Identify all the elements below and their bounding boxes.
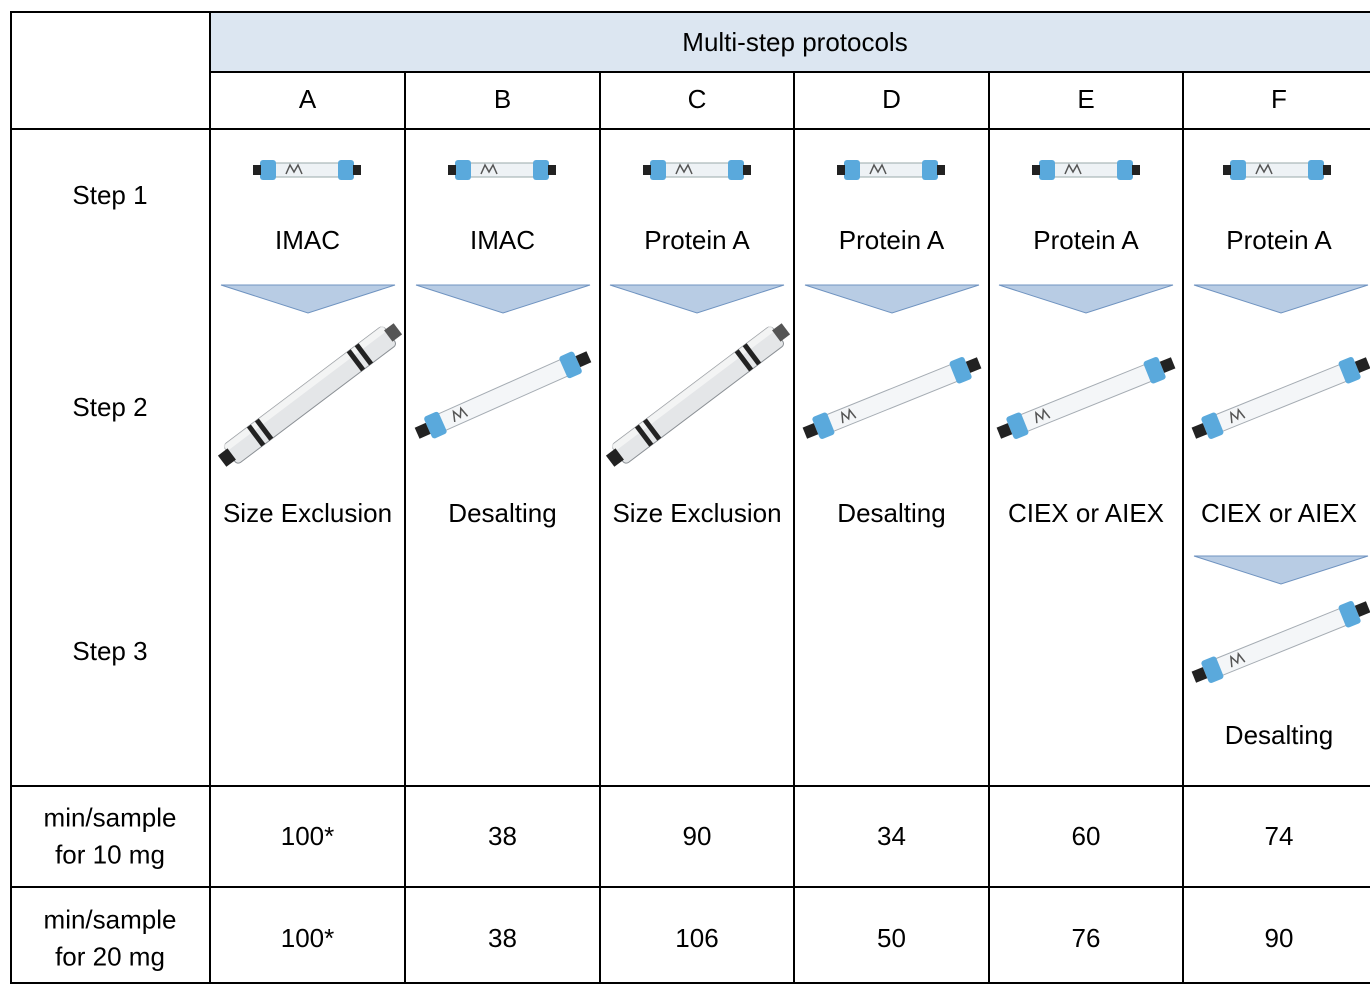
column-header: C bbox=[688, 84, 707, 114]
step-name: IMAC bbox=[470, 225, 535, 255]
cartridge-icon bbox=[1222, 159, 1332, 181]
desalting-column-icon bbox=[411, 345, 595, 445]
grid bbox=[10, 11, 1370, 984]
column-header: D bbox=[882, 84, 901, 114]
time-value: 38 bbox=[488, 923, 517, 953]
column-header: F bbox=[1271, 84, 1287, 114]
row-label: min/sample bbox=[44, 904, 177, 934]
time-value: 38 bbox=[488, 821, 517, 851]
time-value: 106 bbox=[675, 923, 718, 953]
row-label: for 10 mg bbox=[55, 839, 165, 869]
icons bbox=[214, 159, 1370, 690]
time-value: 34 bbox=[877, 821, 906, 851]
step-name: Size Exclusion bbox=[612, 498, 781, 528]
cartridge-icon bbox=[447, 159, 557, 181]
step-label: Step 3 bbox=[72, 636, 147, 666]
flow-arrow bbox=[804, 284, 980, 314]
time-value: 60 bbox=[1072, 821, 1101, 851]
step-name: Desalting bbox=[448, 498, 556, 528]
flow-arrow bbox=[220, 284, 396, 314]
step-name: Desalting bbox=[1225, 720, 1333, 750]
step-name: Size Exclusion bbox=[223, 498, 392, 528]
desalting-column-icon bbox=[799, 350, 985, 446]
desalting-column-icon bbox=[1188, 594, 1370, 690]
column-header: A bbox=[299, 84, 317, 114]
time-value: 100* bbox=[281, 821, 335, 851]
header-band bbox=[210, 12, 1370, 72]
step-name: CIEX or AIEX bbox=[1008, 498, 1164, 528]
cartridge-icon bbox=[252, 159, 362, 181]
step-label: Step 1 bbox=[72, 180, 147, 210]
flow-arrow bbox=[1193, 555, 1369, 585]
row-label: min/sample bbox=[44, 802, 177, 832]
sec-column-icon bbox=[214, 318, 406, 472]
table-title: Multi-step protocols bbox=[682, 27, 907, 57]
time-value: 74 bbox=[1265, 821, 1294, 851]
cartridge-icon bbox=[836, 159, 946, 181]
step-name: Protein A bbox=[839, 225, 945, 255]
step-name: IMAC bbox=[275, 225, 340, 255]
column-header: E bbox=[1077, 84, 1094, 114]
time-value: 100* bbox=[281, 923, 335, 953]
flow-arrow bbox=[609, 284, 785, 314]
cartridge-icon bbox=[1031, 159, 1141, 181]
row-label: for 20 mg bbox=[55, 941, 165, 971]
step-name: Protein A bbox=[1226, 225, 1332, 255]
column-header: B bbox=[494, 84, 511, 114]
time-value: 90 bbox=[1265, 923, 1294, 953]
flow-arrow bbox=[1193, 284, 1369, 314]
flow-arrow bbox=[998, 284, 1174, 314]
time-value: 50 bbox=[877, 923, 906, 953]
flow-arrow bbox=[415, 284, 591, 314]
desalting-column-icon bbox=[993, 350, 1179, 446]
cartridge-icon bbox=[642, 159, 752, 181]
step-name: Protein A bbox=[1033, 225, 1139, 255]
step-label: Step 2 bbox=[72, 392, 147, 422]
desalting-column-icon bbox=[1188, 350, 1370, 446]
sec-column-icon bbox=[602, 318, 794, 472]
step-name: Desalting bbox=[837, 498, 945, 528]
time-value: 90 bbox=[683, 821, 712, 851]
step-name: Protein A bbox=[644, 225, 750, 255]
step-name: CIEX or AIEX bbox=[1201, 498, 1357, 528]
time-value: 76 bbox=[1072, 923, 1101, 953]
